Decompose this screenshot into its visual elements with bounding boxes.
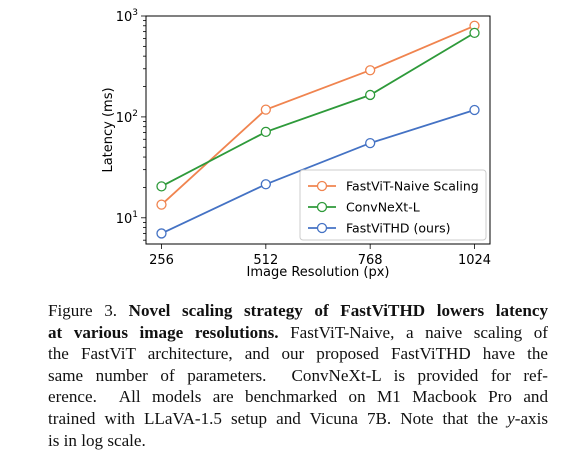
y-tick-base: 10 bbox=[116, 111, 133, 126]
data-point bbox=[365, 89, 376, 101]
data-point bbox=[260, 104, 271, 115]
data-point bbox=[260, 126, 271, 138]
x-tick-label: 256 bbox=[149, 253, 174, 268]
figure-caption: Figure 3. Novel scaling strategy of Fast… bbox=[48, 300, 548, 451]
caption-text: is in log scale. bbox=[48, 430, 146, 450]
data-point bbox=[260, 179, 271, 190]
y-tick-base: 10 bbox=[116, 10, 133, 25]
caption-line: the FastViT architecture, and our propos… bbox=[48, 343, 548, 365]
caption-line: erence. All models are benchmarked on M1… bbox=[48, 386, 548, 408]
caption-text: erence. All models are benchmarked on M1… bbox=[48, 387, 548, 407]
caption-line-text: is in log scale. bbox=[48, 430, 146, 452]
x-axis-label: Image Resolution (px) bbox=[247, 265, 390, 280]
caption-line-text: same number of parameters. ConvNeXt-L is… bbox=[48, 365, 548, 387]
y-tick-exponent: 2 bbox=[132, 109, 138, 119]
caption-text: FastViT-Naive, a naive scaling of bbox=[278, 322, 548, 342]
legend-swatch-marker bbox=[316, 180, 328, 192]
caption-text: same number of parameters. ConvNeXt-L is… bbox=[48, 365, 548, 385]
caption-line: Figure 3. Novel scaling strategy of Fast… bbox=[48, 300, 548, 322]
y-tick-exponent: 3 bbox=[132, 8, 138, 18]
caption-text: -axis bbox=[514, 408, 548, 428]
series-line bbox=[160, 24, 475, 206]
data-point bbox=[156, 228, 167, 239]
caption-text: the FastViT architecture, and our propos… bbox=[48, 344, 548, 364]
legend-swatch-marker bbox=[316, 222, 328, 234]
legend-swatch-marker bbox=[316, 201, 328, 213]
caption-line-text: at various image resolutions. FastViT-Na… bbox=[48, 322, 548, 344]
caption-line-text: trained with LLaVA-1.5 setup and Vicuna … bbox=[48, 408, 548, 430]
caption-line-text: erence. All models are benchmarked on M1… bbox=[48, 386, 548, 408]
series-line bbox=[161, 109, 475, 235]
legend-frame bbox=[299, 169, 487, 241]
data-point bbox=[365, 65, 376, 76]
x-ticks: 256 512 768 1024 bbox=[149, 244, 491, 268]
y-axis-label: Latency (ms) bbox=[101, 87, 116, 172]
caption-line: is in log scale. bbox=[48, 430, 548, 452]
x-tick-label: 1024 bbox=[458, 253, 491, 268]
data-point bbox=[365, 137, 376, 149]
plot-frame bbox=[145, 15, 491, 245]
caption-line-text: the FastViT architecture, and our propos… bbox=[48, 343, 548, 365]
x-tick-label: 768 bbox=[358, 253, 383, 268]
caption-bold-text: at various image resolutions. bbox=[48, 322, 279, 342]
data-point bbox=[469, 104, 480, 116]
y-tick-exponent: 1 bbox=[132, 210, 138, 220]
data-point bbox=[156, 181, 167, 192]
series-line bbox=[161, 32, 475, 188]
y-tick-label: 101 bbox=[116, 210, 138, 227]
y-tick-label: 102 bbox=[116, 109, 138, 126]
caption-line: same number of parameters. ConvNeXt-L is… bbox=[48, 365, 548, 387]
caption-bold-text: Novel scaling strategy of FastViTHD lowe… bbox=[128, 301, 548, 320]
legend-label: FastViT-Naive Scaling bbox=[346, 179, 479, 194]
legend: FastViT-Naive Scaling ConvNeXt-L FastViTHD… bbox=[299, 169, 487, 241]
legend-label: ConvNeXt-L bbox=[346, 200, 420, 215]
caption-line: trained with LLaVA-1.5 setup and Vicuna … bbox=[48, 408, 548, 430]
y-tick-label: 103 bbox=[116, 8, 138, 25]
data-point bbox=[156, 199, 167, 210]
caption-line: at various image resolutions. FastViT-Na… bbox=[48, 322, 548, 344]
caption-line-text: Figure 3. Novel scaling strategy of Fast… bbox=[48, 300, 548, 322]
caption-text: trained with LLaVA-1.5 setup and Vicuna … bbox=[48, 408, 508, 428]
legend-label: FastViTHD (ours) bbox=[346, 221, 450, 236]
series-layer bbox=[156, 20, 480, 239]
data-point bbox=[469, 27, 480, 39]
x-tick-label: 512 bbox=[253, 253, 278, 268]
y-tick-base: 10 bbox=[116, 212, 133, 227]
caption-italic-text: y bbox=[507, 408, 515, 428]
caption-text: Figure 3. bbox=[48, 301, 129, 320]
